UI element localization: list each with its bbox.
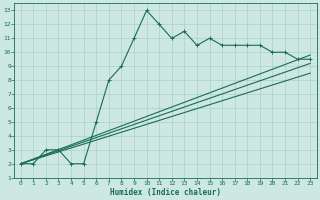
X-axis label: Humidex (Indice chaleur): Humidex (Indice chaleur) bbox=[110, 188, 221, 197]
